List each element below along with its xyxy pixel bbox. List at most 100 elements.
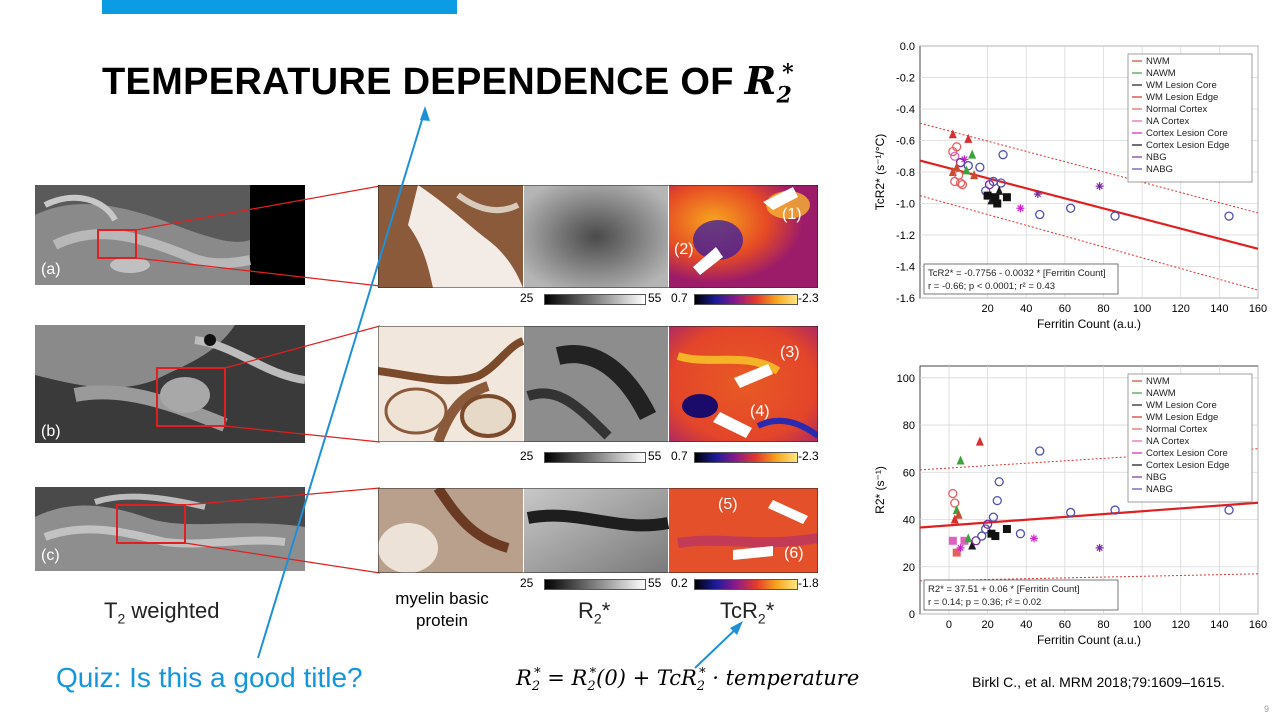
data-point [1015,529,1026,539]
legend-entry: NA Cortex [1146,116,1190,127]
arrow-label-3: (3) [780,344,800,361]
fit-annotation-line: R2* = 37.51 + 0.06 * [Ferritin Count] [928,584,1080,595]
r2-formula: R2* = R2*(0) + TcR2* · temperature [516,666,860,695]
x-tick-label: 80 [1097,303,1109,315]
data-point [992,495,1002,506]
y-tick-label: 100 [897,373,915,385]
x-tick-label: 160 [1249,619,1267,631]
arrow-4 [713,412,752,438]
legend-entry: NA Cortex [1146,436,1190,447]
formula-arrow-head [730,621,743,635]
arrow-label-5: (5) [718,496,738,513]
data-point [991,532,1000,541]
x-tick-label: 20 [981,619,993,631]
fit-annotation-box [923,263,1119,295]
data-point [968,540,977,550]
regression-line [919,501,1259,529]
y-tick-label: -1.4 [896,262,915,274]
data-point [954,509,963,519]
legend-entry: NWM [1146,56,1170,67]
data-point [960,536,969,545]
row-label-b: (b) [41,423,61,440]
arrow-3 [734,364,773,388]
arrow-2 [693,247,723,275]
t2-image-a [35,185,305,285]
col-label-tcr2: TcR2* [720,598,775,627]
x-tick-label: 60 [1059,619,1071,631]
x-tick-label: 120 [1172,619,1190,631]
x-tick-label: 140 [1210,303,1228,315]
title-text: TEMPERATURE DEPENDENCE OF [102,61,734,103]
data-point [982,519,993,529]
data-point [1029,534,1038,543]
data-point [977,531,987,541]
data-point [950,498,960,508]
title-symbol: R2* [744,58,794,109]
data-point [956,455,965,465]
scale-row-c: 25 55 0.2 -1.8 [520,576,819,590]
col-label-r2: R2* [578,598,611,627]
legend-entry: WM Lesion Edge [1146,412,1218,423]
arrow-6 [733,546,773,560]
data-point [1066,507,1076,518]
fit-annotation-line: TcR2* = -0.7756 - 0.0032 * [Ferritin Cou… [928,268,1106,279]
legend-entry: WM Lesion Edge [1146,92,1218,103]
top-accent-bar [102,0,457,14]
data-point [970,170,979,180]
fit-annotation-line: r = -0.66; p < 0.0001; r² = 0.43 [928,281,1055,292]
data-point [948,129,957,139]
legend-entry: Cortex Lesion Edge [1146,140,1229,151]
data-point [957,179,968,190]
data-point [950,151,960,161]
data-point [1016,204,1025,213]
data-point [952,548,961,557]
legend-entry: NAWM [1146,388,1176,399]
x-axis-label: Ferritin Count (a.u.) [1037,633,1141,647]
col-label-mbp: myelin basic protein [395,589,489,630]
y-tick-label: -1.6 [896,293,915,305]
panel-row-c [378,488,818,573]
legend-entry: NBG [1146,472,1167,483]
scale-row-a: 25 55 0.7 -2.3 [520,291,819,305]
y-tick-label: 40 [903,515,915,527]
data-point [964,133,973,143]
data-point [1033,190,1042,199]
arrow-5 [768,500,808,524]
legend-entry: NAWM [1146,68,1176,79]
data-point [1095,543,1104,552]
legend-box [1127,373,1253,503]
y-tick-label: 0 [909,609,915,621]
x-axis-label: Ferritin Count (a.u.) [1037,317,1141,331]
data-point [962,165,971,175]
y-axis-label: R2* (s⁻¹) [873,466,887,514]
arrow-1 [763,187,798,210]
quiz-arrow-head [420,106,430,121]
arrow-label-6: (6) [784,545,804,562]
x-tick-label: 80 [1097,619,1109,631]
data-point [971,536,981,546]
data-point [1095,182,1104,191]
data-point [1224,211,1234,221]
legend-entry: Normal Cortex [1146,104,1207,115]
data-point [1224,505,1234,515]
legend-box [1127,53,1253,183]
data-point [998,150,1008,160]
y-tick-label: -1.2 [896,230,915,242]
legend-entry: WM Lesion Core [1146,80,1217,91]
fit-annotation-line: r = 0.14; p = 0.36; r² = 0.02 [928,597,1041,608]
page-number: 9 [1264,704,1270,714]
data-point [964,533,973,543]
data-point [950,514,959,524]
data-point [948,146,958,157]
quiz-text: Quiz: Is this a good title? [56,662,363,693]
y-tick-label: -0.2 [896,73,915,85]
y-tick-label: -0.4 [896,104,915,116]
panel-row-b [378,326,818,442]
zoom-connector-lines [135,185,380,574]
y-tick-label: -1.0 [896,199,915,211]
arrow-label-1: (1) [782,206,802,223]
confidence-band-line [919,195,1259,291]
y-tick-label: -0.6 [896,136,915,148]
tcr2-vs-ferritin-chart: 20 40 60 80 100 120 140 160 0.0 -0.2 -0.4 -0.6 -0.8 -… [873,41,1267,331]
